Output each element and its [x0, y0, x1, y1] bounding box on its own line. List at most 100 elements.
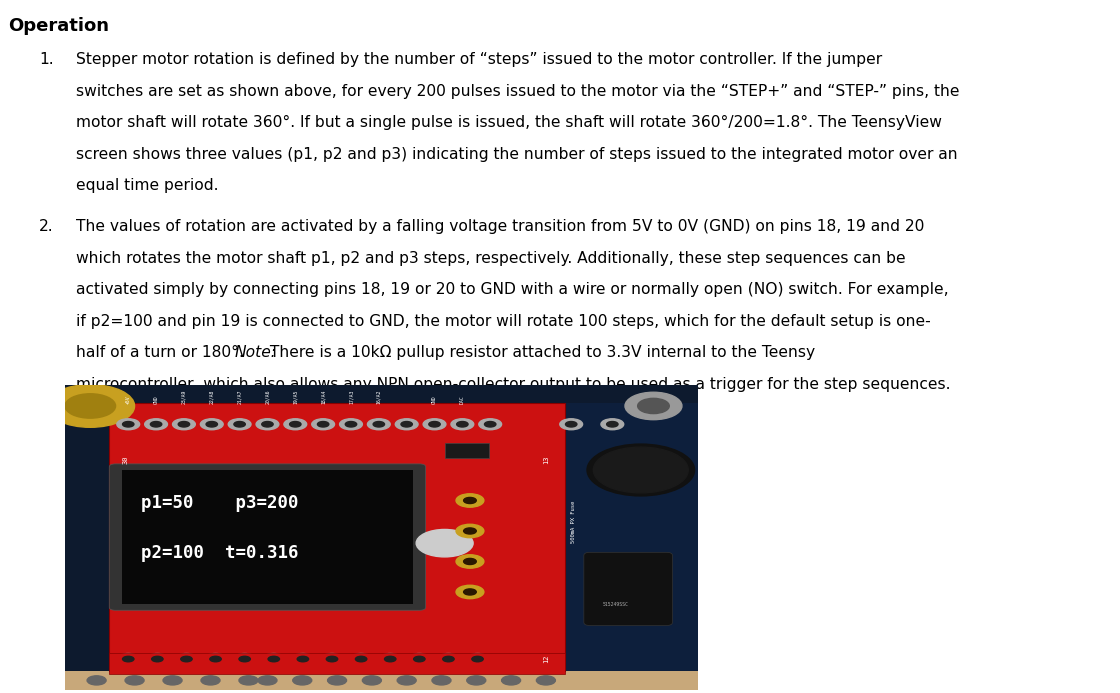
- Circle shape: [456, 555, 484, 568]
- Circle shape: [467, 676, 486, 685]
- Text: if p2=100 and pin 19 is connected to GND, the motor will rotate 100 steps, which: if p2=100 and pin 19 is connected to GND…: [76, 314, 931, 328]
- Circle shape: [560, 419, 582, 430]
- Circle shape: [417, 529, 473, 557]
- Text: 19/A5: 19/A5: [292, 390, 298, 405]
- Circle shape: [317, 421, 329, 427]
- Circle shape: [442, 656, 454, 662]
- Text: 21/A7: 21/A7: [237, 390, 242, 405]
- Circle shape: [432, 676, 451, 685]
- Text: DAC: DAC: [460, 396, 465, 405]
- Circle shape: [429, 421, 440, 427]
- Circle shape: [320, 653, 344, 665]
- Text: half of a turn or 180°.: half of a turn or 180°.: [76, 345, 249, 360]
- Text: which rotates the motor shaft p1, p2 and p3 steps, respectively. Additionally, t: which rotates the motor shaft p1, p2 and…: [76, 251, 906, 265]
- Text: Note:: Note:: [235, 345, 277, 360]
- Circle shape: [200, 419, 223, 430]
- Text: p1=50    p3=200: p1=50 p3=200: [141, 494, 298, 512]
- Circle shape: [116, 653, 140, 665]
- Text: 12: 12: [543, 655, 549, 663]
- Circle shape: [464, 589, 476, 595]
- FancyBboxPatch shape: [110, 653, 564, 674]
- Circle shape: [456, 494, 484, 507]
- FancyBboxPatch shape: [445, 443, 489, 458]
- Circle shape: [536, 676, 556, 685]
- Circle shape: [239, 676, 258, 685]
- Circle shape: [373, 421, 384, 427]
- Circle shape: [151, 656, 164, 662]
- Circle shape: [290, 421, 301, 427]
- Circle shape: [566, 421, 577, 427]
- Circle shape: [395, 419, 418, 430]
- Text: +5V: +5V: [125, 396, 131, 405]
- Circle shape: [122, 421, 134, 427]
- Text: The values of rotation are activated by a falling voltage transition from 5V to : The values of rotation are activated by …: [76, 219, 924, 234]
- Circle shape: [234, 421, 245, 427]
- Circle shape: [268, 656, 280, 662]
- Circle shape: [239, 656, 251, 662]
- Circle shape: [502, 676, 521, 685]
- Text: Operation: Operation: [8, 17, 109, 35]
- Circle shape: [144, 419, 168, 430]
- Circle shape: [339, 419, 363, 430]
- Text: screen shows three values (p1, p2 and p3) indicating the number of steps issued : screen shows three values (p1, p2 and p3…: [76, 147, 958, 161]
- Circle shape: [423, 419, 446, 430]
- Text: 16/A2: 16/A2: [376, 390, 381, 405]
- Circle shape: [292, 676, 311, 685]
- Text: 2.: 2.: [39, 219, 54, 234]
- Circle shape: [262, 653, 286, 665]
- Circle shape: [466, 653, 489, 665]
- Circle shape: [413, 656, 424, 662]
- Circle shape: [116, 419, 140, 430]
- Text: 1.: 1.: [39, 52, 54, 67]
- Circle shape: [87, 676, 106, 685]
- Text: 18/A4: 18/A4: [320, 390, 326, 405]
- Text: p2=100  t=0.316: p2=100 t=0.316: [141, 544, 298, 562]
- Circle shape: [607, 421, 618, 427]
- Circle shape: [384, 656, 395, 662]
- Circle shape: [178, 421, 189, 427]
- Text: 13: 13: [543, 455, 549, 464]
- Circle shape: [355, 656, 367, 662]
- Circle shape: [180, 656, 193, 662]
- Text: motor shaft will rotate 360°. If but a single pulse is issued, the shaft will ro: motor shaft will rotate 360°. If but a s…: [76, 115, 942, 130]
- Circle shape: [379, 653, 402, 665]
- Circle shape: [625, 392, 682, 420]
- Circle shape: [464, 559, 476, 565]
- FancyBboxPatch shape: [65, 672, 698, 690]
- Circle shape: [146, 653, 169, 665]
- Circle shape: [228, 419, 251, 430]
- Circle shape: [472, 656, 483, 662]
- Text: 22/A8: 22/A8: [209, 390, 214, 405]
- FancyBboxPatch shape: [65, 385, 698, 690]
- Circle shape: [283, 419, 307, 430]
- FancyBboxPatch shape: [110, 464, 426, 611]
- FancyBboxPatch shape: [110, 403, 564, 672]
- Text: 500mA PX Fuse: 500mA PX Fuse: [571, 501, 576, 543]
- Circle shape: [256, 419, 279, 430]
- Circle shape: [172, 419, 195, 430]
- Circle shape: [65, 394, 115, 418]
- Circle shape: [175, 653, 198, 665]
- Circle shape: [349, 653, 373, 665]
- Text: switches are set as shown above, for every 200 pulses issued to the motor via th: switches are set as shown above, for eve…: [76, 84, 960, 98]
- Circle shape: [637, 398, 670, 414]
- Circle shape: [46, 385, 134, 428]
- Circle shape: [204, 653, 227, 665]
- Circle shape: [594, 447, 689, 493]
- Circle shape: [150, 421, 161, 427]
- Circle shape: [367, 419, 390, 430]
- Text: There is a 10kΩ pullup resistor attached to 3.3V internal to the Teensy: There is a 10kΩ pullup resistor attached…: [264, 345, 814, 360]
- Circle shape: [457, 421, 468, 427]
- Circle shape: [122, 656, 134, 662]
- FancyBboxPatch shape: [584, 552, 672, 626]
- Circle shape: [456, 586, 484, 599]
- Circle shape: [587, 444, 694, 496]
- Circle shape: [456, 525, 484, 538]
- Text: equal time period.: equal time period.: [76, 178, 218, 193]
- Circle shape: [485, 421, 496, 427]
- Text: Stepper motor rotation is defined by the number of “steps” issued to the motor c: Stepper motor rotation is defined by the…: [76, 52, 883, 67]
- Text: microcontroller, which also allows any NPN open-collector output to be used as a: microcontroller, which also allows any N…: [76, 377, 951, 392]
- Circle shape: [398, 676, 417, 685]
- Text: 30: 30: [122, 455, 128, 464]
- Circle shape: [258, 676, 277, 685]
